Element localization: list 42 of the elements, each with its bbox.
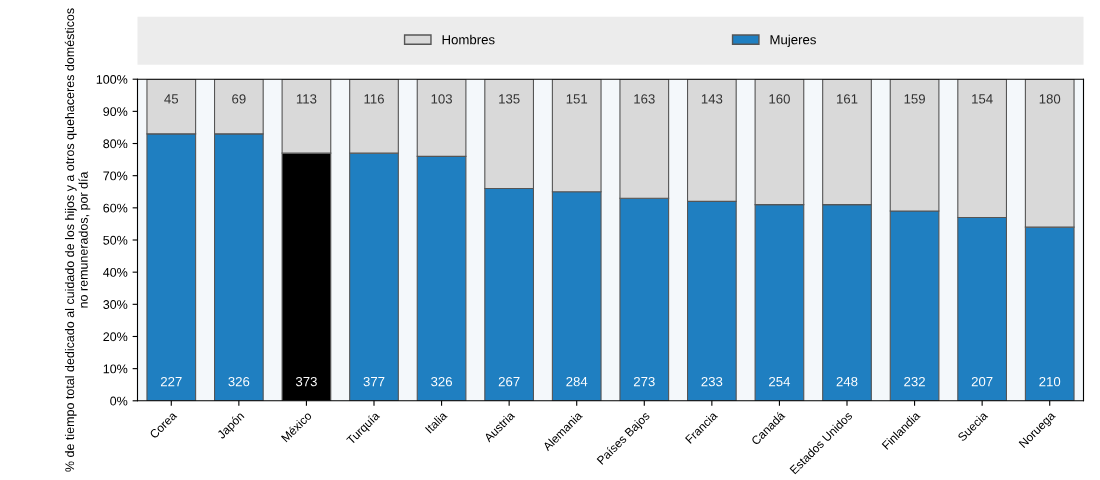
annotation: 232 — [904, 376, 925, 387]
legend-label: Mujeres — [770, 34, 816, 47]
annotation: 143 — [701, 94, 723, 104]
annotation: 151 — [566, 94, 588, 104]
annotation: 326 — [228, 376, 250, 387]
annotation: 210 — [1039, 376, 1061, 387]
annotation: 248 — [836, 376, 858, 387]
y-tick-label: 10% — [103, 364, 128, 374]
y-axis-title: % de tiempo total dedicado al cuidado de los hijos y a otros quehaceres domésticos no remunerados, por día — [64, 8, 91, 472]
annotation: 233 — [701, 376, 723, 387]
annotation: 69 — [232, 94, 246, 104]
y-tick-label: 0% — [110, 396, 128, 406]
annotation: 377 — [363, 376, 385, 387]
y-tick-label: 70% — [103, 171, 128, 181]
annotation: 116 — [364, 94, 384, 104]
y-tick-label: 30% — [103, 300, 128, 309]
annotation: 180 — [1039, 94, 1061, 104]
y-tick-label: 80% — [103, 139, 128, 149]
annotation: 284 — [566, 376, 588, 387]
annotation: 154 — [972, 94, 993, 104]
annotation: 113 — [296, 94, 317, 104]
legend-label: Hombres — [442, 34, 495, 45]
annotation: 273 — [633, 376, 655, 387]
annotation: 45 — [164, 94, 179, 104]
annotation: 103 — [431, 94, 452, 104]
annotation: 161 — [837, 94, 858, 104]
y-tick-label: 90% — [103, 107, 128, 117]
annotation: 254 — [769, 376, 791, 387]
annotation: 267 — [498, 376, 520, 387]
annotation: 227 — [160, 376, 182, 387]
y-tick-label: 40% — [103, 267, 128, 277]
y-tick-label: 50% — [103, 235, 128, 245]
annotation: 135 — [499, 94, 520, 104]
annotation: 159 — [904, 94, 925, 104]
y-tick-label: 60% — [103, 203, 128, 213]
annotation: 207 — [971, 376, 993, 387]
y-tick-label: 100% — [96, 75, 128, 84]
annotation: 160 — [769, 94, 790, 104]
annotation: 163 — [634, 94, 655, 104]
annotation: 326 — [431, 376, 452, 387]
y-tick-label: 20% — [103, 332, 128, 342]
annotation: 373 — [295, 376, 317, 387]
